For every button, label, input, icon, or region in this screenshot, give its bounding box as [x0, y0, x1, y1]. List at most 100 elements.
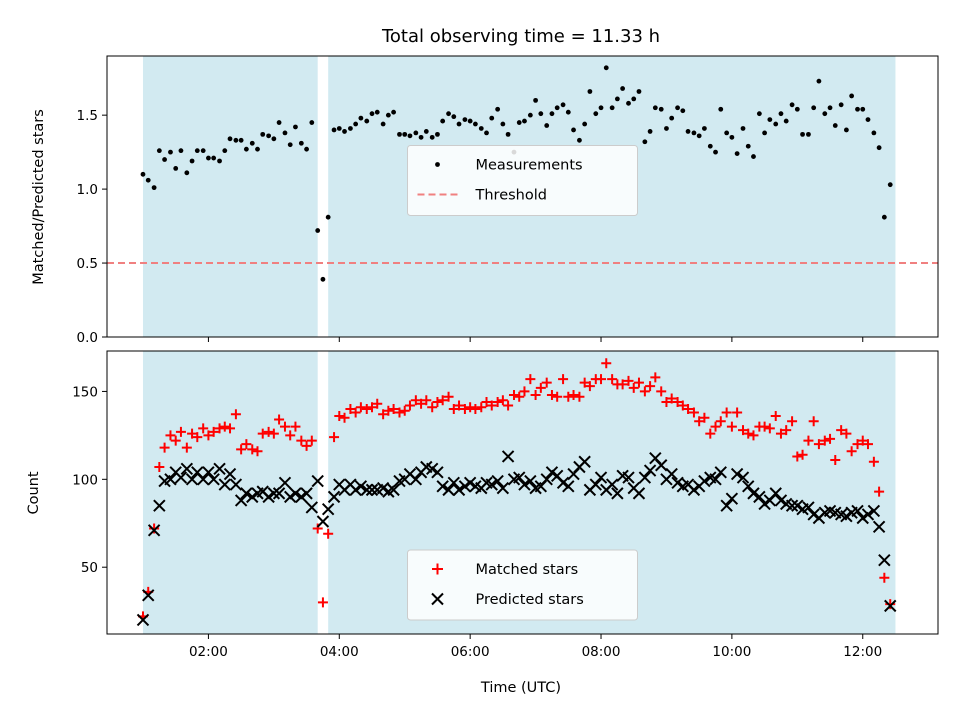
count-point — [399, 405, 410, 416]
count-point — [465, 402, 476, 413]
count-point — [383, 405, 394, 416]
count-point — [316, 515, 330, 528]
count-point — [725, 492, 739, 505]
ratio-point — [724, 130, 730, 136]
count-point — [633, 377, 644, 388]
count-point — [785, 499, 799, 512]
ratio-point — [832, 123, 838, 128]
ratio-point — [816, 78, 822, 84]
ratio-point — [472, 121, 478, 127]
count-point — [142, 589, 155, 602]
ratio-point — [342, 129, 347, 134]
count-point — [830, 454, 841, 465]
ratio-point — [734, 151, 740, 157]
ratio-point — [565, 109, 571, 115]
count-y-tick-label: 100 — [72, 472, 98, 488]
ratio-point — [249, 140, 255, 146]
count-point — [409, 473, 423, 486]
count-point — [650, 372, 661, 383]
count-point — [349, 483, 362, 497]
count-point — [492, 396, 503, 407]
count-point — [541, 377, 552, 388]
legend-label: Predicted stars — [476, 592, 584, 608]
count-point — [296, 435, 307, 446]
count-point — [376, 481, 390, 495]
x-tick-label: 06:00 — [451, 644, 490, 660]
count-point — [841, 428, 852, 439]
ratio-point — [647, 129, 653, 134]
count-point — [268, 428, 279, 439]
ratio-point — [587, 89, 593, 94]
count-point — [196, 473, 210, 486]
count-point — [562, 480, 575, 493]
count-point — [452, 483, 466, 497]
ratio-point — [865, 117, 871, 122]
ratio-point — [745, 143, 751, 149]
count-point — [579, 377, 590, 388]
chart-title: Total observing time = 11.33 h — [381, 26, 660, 47]
ratio-point — [467, 118, 473, 124]
count-point — [699, 412, 710, 423]
count-y-tick-label: 50 — [81, 560, 98, 576]
x-tick-label: 04:00 — [320, 644, 359, 660]
count-point — [175, 426, 186, 437]
count-point — [540, 473, 553, 486]
count-point — [687, 483, 701, 497]
ratio-point — [800, 131, 805, 137]
count-point — [187, 428, 198, 439]
count-point — [709, 473, 722, 486]
ratio-point — [380, 121, 386, 127]
ratio-point — [168, 149, 173, 155]
ratio-point — [843, 127, 849, 133]
ratio-point — [391, 109, 396, 115]
ratio-point — [397, 131, 402, 137]
count-point — [496, 481, 510, 495]
ratio-point — [827, 105, 833, 111]
ratio-point — [178, 148, 184, 154]
count-point — [819, 435, 830, 446]
ratio-point — [707, 143, 713, 149]
count-y-tick-label: 150 — [72, 384, 98, 400]
count-point — [803, 435, 814, 446]
count-point — [748, 430, 759, 441]
ratio-point — [533, 97, 538, 103]
ratio-point — [789, 102, 795, 108]
count-point — [514, 391, 525, 402]
ratio-point — [200, 148, 206, 154]
count-point — [278, 476, 292, 490]
count-point — [694, 416, 705, 427]
count-point — [856, 511, 869, 525]
ratio-point — [614, 96, 620, 102]
legend-swatch — [432, 563, 443, 575]
ratio-legend: Measurements Threshold — [407, 145, 638, 216]
ratio-point — [266, 133, 272, 139]
count-point — [246, 490, 259, 504]
count-point — [491, 474, 504, 488]
count-point — [149, 523, 160, 534]
ratio-point — [538, 111, 544, 117]
ratio-point — [626, 100, 631, 106]
ratio-point — [675, 105, 680, 111]
ratio-point — [194, 148, 200, 154]
count-point — [605, 478, 619, 491]
count-point — [365, 483, 379, 497]
ratio-point — [838, 102, 844, 108]
count-point — [219, 421, 230, 432]
legend-label: Threshold — [475, 188, 547, 204]
count-point — [568, 389, 579, 400]
count-point — [267, 487, 281, 500]
count-point — [688, 407, 699, 418]
count-point — [519, 386, 530, 397]
count-point — [203, 430, 214, 441]
count-point — [683, 404, 694, 415]
ratio-point — [140, 171, 146, 177]
ratio-point — [255, 146, 260, 152]
count-point — [607, 374, 618, 385]
ratio-point — [217, 158, 222, 164]
count-point — [513, 471, 526, 484]
count-point — [885, 599, 896, 610]
count-point — [774, 494, 788, 507]
count-point — [354, 480, 368, 493]
ratio-point — [773, 121, 779, 127]
count-point — [213, 462, 226, 475]
